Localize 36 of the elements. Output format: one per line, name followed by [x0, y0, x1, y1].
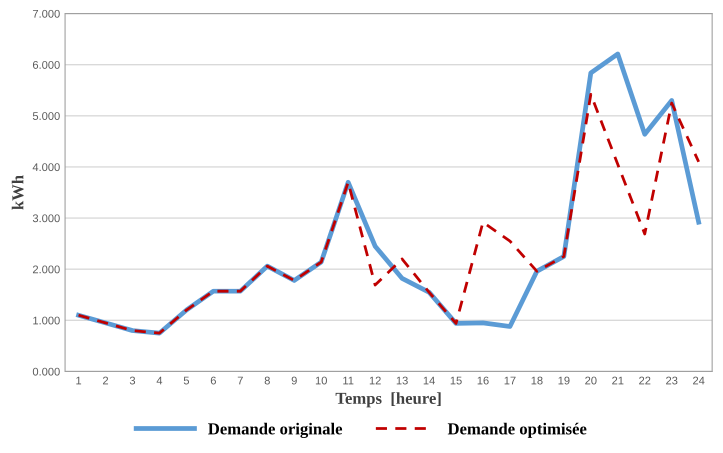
x-tick-label: 15	[450, 376, 462, 384]
x-axis-title: Temps [heure]	[336, 392, 441, 408]
x-tick-label: 17	[504, 376, 516, 384]
x-tick-label: 7	[238, 376, 243, 384]
x-tick-label: 9	[292, 376, 297, 384]
x-tick-label: 19	[558, 376, 570, 384]
legend-label: Demande optimisée	[448, 422, 586, 438]
y-tick-label: 1.000	[33, 316, 60, 324]
x-tick-label: 18	[532, 376, 543, 384]
x-tick-label: 12	[370, 376, 381, 384]
x-tick-label: 3	[130, 376, 136, 384]
y-tick-label: 4.000	[32, 163, 60, 172]
x-tick-label: 16	[478, 376, 489, 384]
y-axis-title: kWh	[12, 175, 24, 210]
y-tick-label: 7.000	[32, 10, 60, 18]
y-tick-label: 3.000	[32, 214, 60, 222]
x-tick-label: 6	[210, 376, 216, 384]
x-tick-label: 10	[316, 376, 327, 384]
x-tick-label: 21	[612, 376, 624, 384]
x-tick-label: 2	[102, 376, 108, 384]
x-tick-label: 8	[264, 376, 270, 384]
x-tick-label: 5	[184, 376, 190, 384]
x-tick-label: 14	[424, 376, 435, 384]
y-tick-label: 6.000	[32, 60, 60, 69]
x-tick-label: 13	[396, 376, 408, 384]
x-tick-label: 22	[639, 376, 650, 384]
y-tick-label: 5.000	[32, 112, 60, 120]
x-tick-label: 4	[156, 376, 162, 384]
legend-label: Demande originale	[208, 422, 342, 438]
x-tick-label: 24	[693, 376, 705, 384]
x-tick-label: 11	[343, 376, 354, 384]
y-tick-label: 2.000	[32, 265, 60, 274]
x-tick-label: 20	[585, 376, 597, 384]
x-tick-label: 23	[666, 376, 678, 384]
x-tick-label: 1	[76, 376, 82, 384]
y-tick-label: 0.000	[32, 368, 60, 376]
